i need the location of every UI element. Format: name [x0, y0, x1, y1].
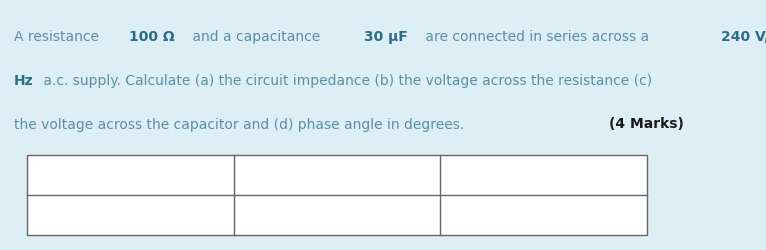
Text: are connected in series across a: are connected in series across a: [421, 30, 653, 44]
Text: Hz: Hz: [14, 74, 34, 88]
Text: A resistance: A resistance: [14, 30, 103, 44]
Bar: [27, 155, 647, 235]
Text: 240 V, 50: 240 V, 50: [721, 30, 766, 44]
Text: 100 Ω: 100 Ω: [129, 30, 175, 44]
Text: the voltage across the capacitor and (d) phase angle in degrees.: the voltage across the capacitor and (d)…: [14, 118, 476, 132]
Text: a.c. supply. Calculate (a) the circuit impedance (b) the voltage across the resi: a.c. supply. Calculate (a) the circuit i…: [39, 74, 652, 88]
Text: 30 μF: 30 μF: [365, 30, 408, 44]
Text: (4 Marks): (4 Marks): [610, 118, 684, 132]
Text: and a capacitance: and a capacitance: [188, 30, 325, 44]
